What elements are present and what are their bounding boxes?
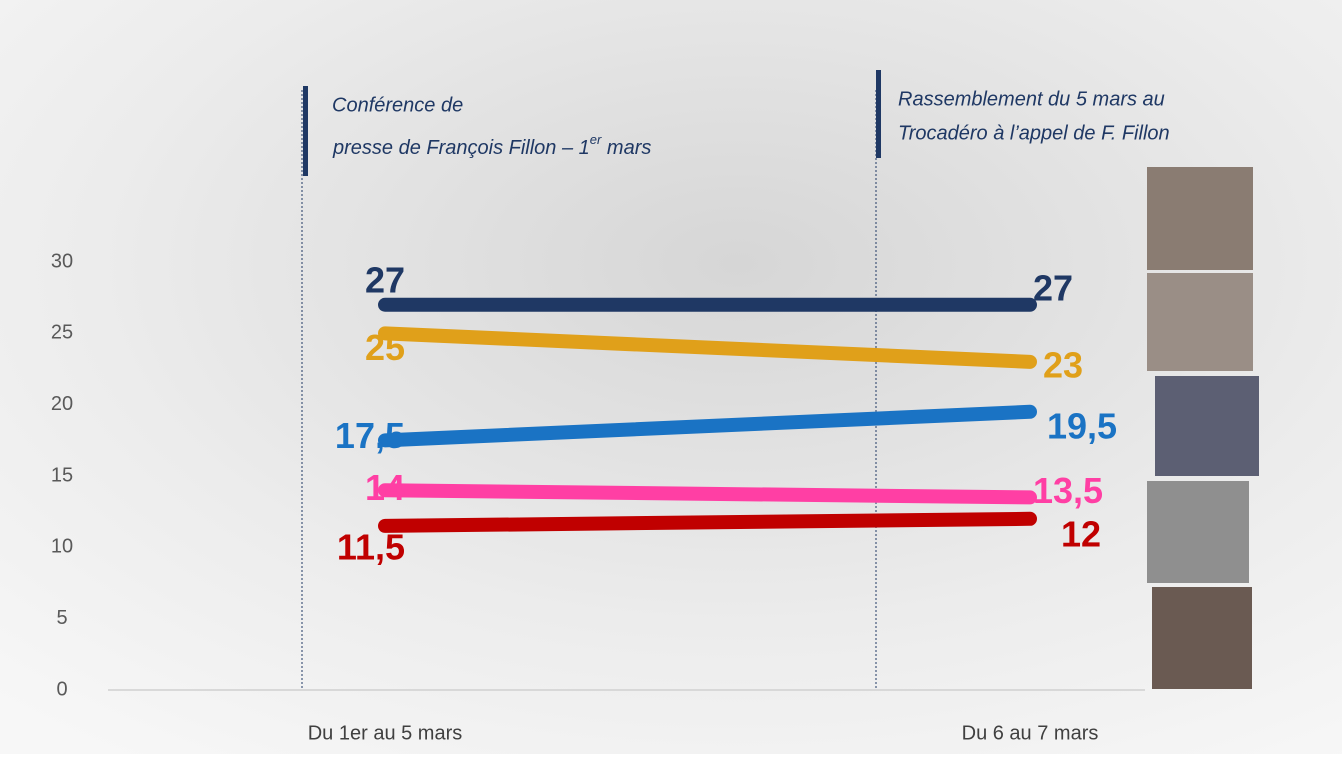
data-label: 17,5 [335,415,405,456]
annotation: Rassemblement du 5 mars au [898,88,1165,110]
data-label: 12 [1061,513,1101,554]
x-tick-label: Du 1er au 5 mars [308,722,463,744]
x-tick-label: Du 6 au 7 mars [962,722,1099,744]
candidate-photo [1147,481,1249,583]
candidate-photo [1147,273,1253,371]
y-tick-label: 30 [51,250,73,272]
annotation: presse de François Fillon – 1 [332,137,590,159]
y-tick-label: 20 [51,393,73,415]
data-label: 13,5 [1033,470,1103,511]
series-line [385,490,1030,497]
annotation: mars [601,137,651,159]
data-label: 27 [1033,267,1073,308]
chart: Conférence de presse de François Fillon … [0,0,1342,754]
annotation: Trocadéro à l’appel de F. Fillon [898,122,1170,144]
data-label: 11,5 [337,526,405,567]
data-label: 19,5 [1047,405,1117,446]
candidate-photo [1147,167,1253,270]
annotation: Conférence de [332,94,463,116]
page: Conférence de presse de François Fillon … [0,0,1342,759]
data-label: 14 [365,467,405,508]
series-line [385,519,1030,526]
annotation-bar [303,86,308,176]
y-tick-label: 5 [56,607,67,629]
y-tick-label: 15 [51,464,73,486]
y-tick-label: 0 [56,678,67,700]
candidate-photo [1155,376,1259,476]
photos [1147,167,1259,689]
data-label: 27 [365,259,405,300]
background [0,0,1342,754]
y-tick-label: 10 [51,536,73,558]
data-label: 25 [365,327,405,368]
candidate-photo [1152,587,1252,689]
annotation: presse de François Fillon – 1er mars [332,132,651,159]
annotation-bar [876,70,881,158]
annotation-superscript: er [590,132,602,147]
y-tick-label: 25 [51,322,73,344]
data-label: 23 [1043,344,1083,385]
